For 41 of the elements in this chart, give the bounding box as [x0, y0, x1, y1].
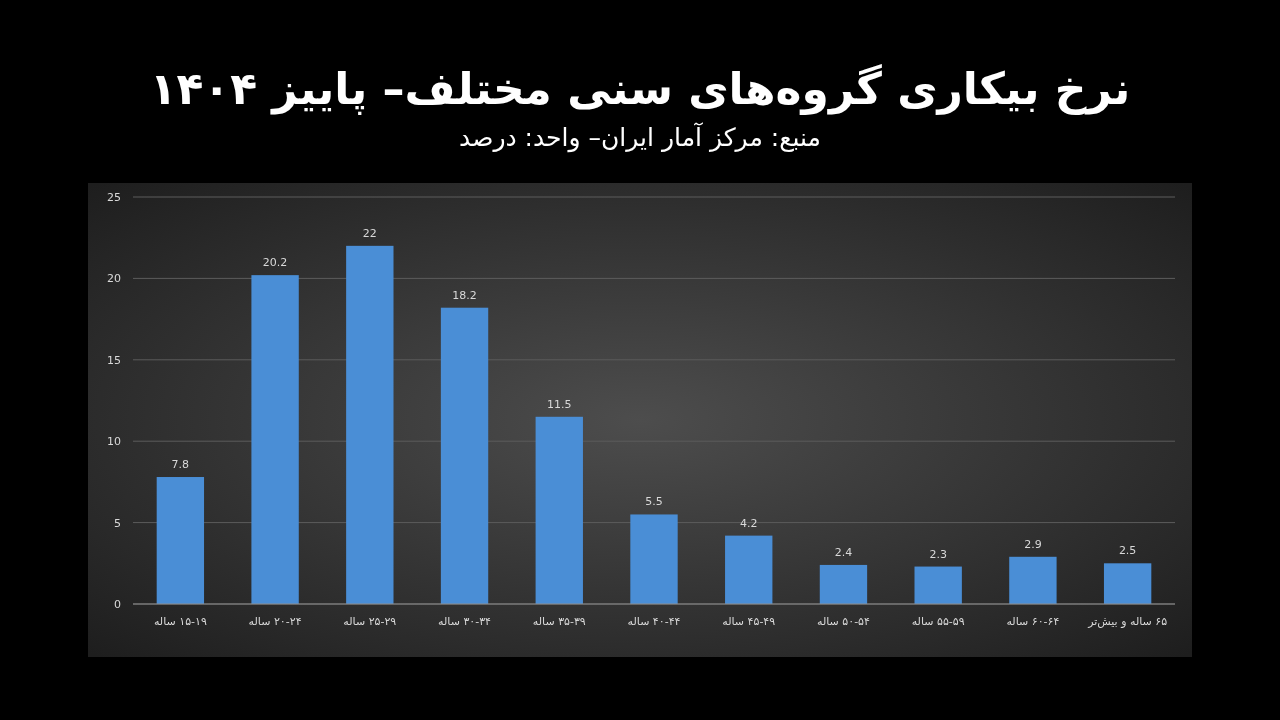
- bar: [156, 477, 205, 604]
- x-tick-label: ۴۵-۴۹ ساله: [722, 615, 776, 628]
- data-label: 2.5: [1118, 544, 1137, 558]
- x-tick-label: ۳۰-۳۴ ساله: [438, 615, 492, 628]
- y-tick-label: 10: [107, 435, 121, 449]
- data-label: 20.2: [262, 256, 288, 270]
- data-label: 2.9: [1024, 537, 1042, 551]
- data-label: 22: [362, 226, 377, 240]
- x-tick-label: ۵۵-۵۹ ساله: [911, 615, 965, 628]
- y-tick-label: 5: [114, 516, 121, 530]
- x-tick-label: ۵۰-۵۴ ساله: [816, 615, 871, 628]
- data-label: 2.4: [834, 545, 853, 559]
- y-tick-label: 15: [107, 353, 121, 367]
- data-label: 18.2: [452, 288, 477, 302]
- y-tick-label: 0: [114, 598, 121, 611]
- x-tick-label: ۳۵-۳۹ ساله: [532, 615, 586, 628]
- bar: [251, 275, 299, 604]
- bar: [346, 245, 394, 604]
- bar: [725, 535, 773, 604]
- data-label: 7.8: [171, 458, 190, 472]
- x-tick-label: ۱۵-۱۹ ساله: [153, 615, 207, 628]
- bar: [630, 514, 678, 604]
- chart-subtitle: منبع: مرکز آمار ایران– واحد: درصد: [459, 122, 821, 153]
- x-tick-label: ۲۰-۲۴ ساله: [248, 615, 302, 628]
- x-tick-label: ۶۰-۶۴ ساله: [1006, 615, 1060, 628]
- bar: [535, 416, 583, 604]
- y-tick-label: 20: [107, 272, 121, 286]
- bar: [1103, 563, 1152, 604]
- bar: [819, 564, 868, 604]
- bar: [914, 566, 962, 604]
- y-tick-label: 25: [107, 191, 121, 204]
- data-label: 5.5: [645, 495, 663, 509]
- data-label: 2.3: [929, 547, 947, 561]
- data-label: 4.2: [739, 516, 758, 530]
- bar: [440, 307, 489, 604]
- x-tick-label: ۲۵-۲۹ ساله: [343, 615, 397, 628]
- x-tick-label: ۶۵ ساله و بیش‌تر: [1087, 615, 1168, 628]
- chart-title: نرخ بیکاری گروه‌های سنی مختلف– پاییز ۱۴۰۴: [149, 63, 1131, 115]
- bar: [1009, 556, 1057, 604]
- x-tick-label: ۴۰-۴۴ ساله: [627, 615, 681, 628]
- data-label: 11.5: [547, 397, 572, 411]
